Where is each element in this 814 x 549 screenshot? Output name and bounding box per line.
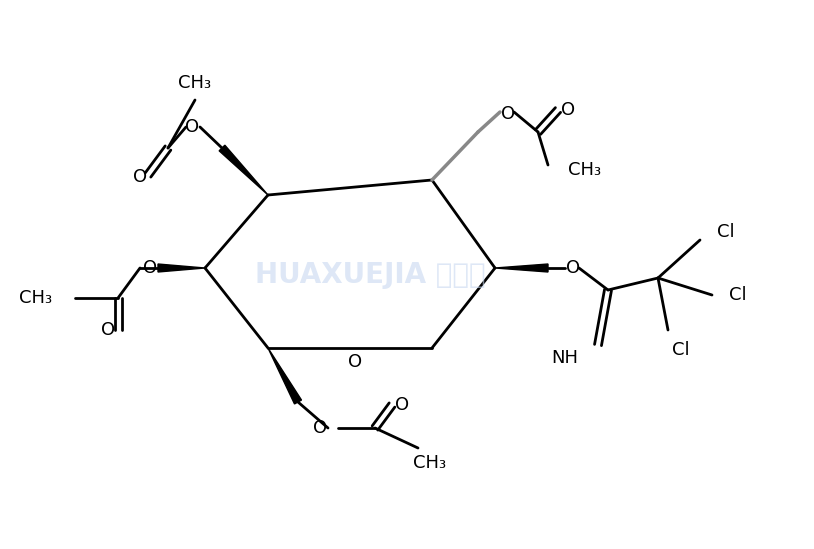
Text: O: O	[143, 259, 157, 277]
Text: O: O	[313, 419, 327, 437]
Text: CH₃: CH₃	[568, 161, 601, 179]
Text: O: O	[501, 105, 515, 123]
Text: O: O	[395, 396, 409, 414]
Text: HUAXUEJIA 化学加: HUAXUEJIA 化学加	[255, 261, 485, 289]
Text: CH₃: CH₃	[414, 454, 447, 472]
Text: Cl: Cl	[672, 341, 689, 359]
Text: CH₃: CH₃	[178, 74, 212, 92]
Polygon shape	[219, 145, 268, 195]
Text: O: O	[133, 168, 147, 186]
Text: NH: NH	[551, 349, 578, 367]
Text: O: O	[348, 353, 362, 371]
Text: Cl: Cl	[729, 286, 746, 304]
Text: O: O	[185, 118, 199, 136]
Text: Cl: Cl	[717, 223, 734, 241]
Text: O: O	[101, 321, 115, 339]
Polygon shape	[158, 264, 205, 272]
Polygon shape	[495, 264, 548, 272]
Text: O: O	[566, 259, 580, 277]
Polygon shape	[268, 348, 301, 404]
Text: CH₃: CH₃	[19, 289, 52, 307]
Text: O: O	[561, 101, 575, 119]
